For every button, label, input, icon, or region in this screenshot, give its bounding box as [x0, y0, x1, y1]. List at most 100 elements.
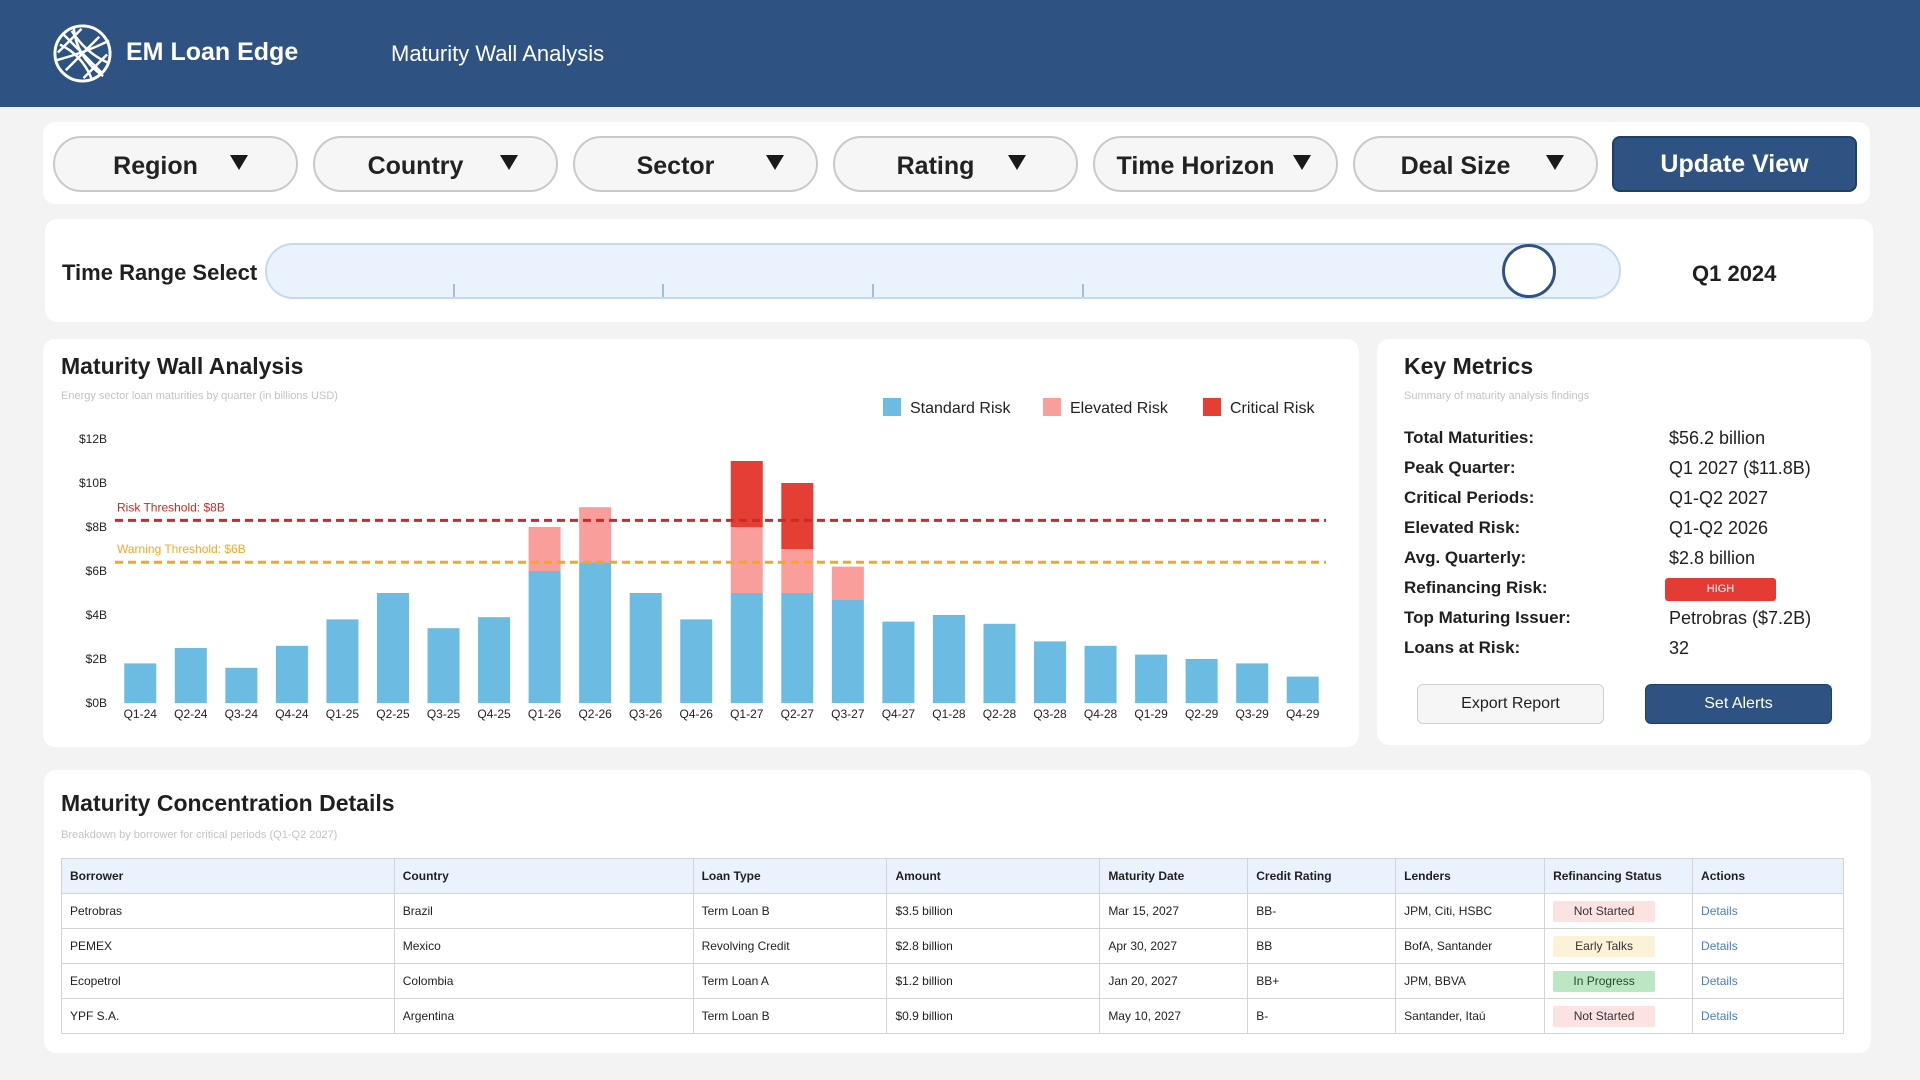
x-tick-label: Q1-25: [326, 707, 360, 721]
column-header[interactable]: Borrower: [61, 858, 395, 894]
cell-loan-type: Term Loan B: [692, 998, 888, 1034]
bar-standard-risk: [124, 663, 157, 703]
column-header[interactable]: Lenders: [1395, 858, 1546, 894]
legend-label: Standard Risk: [910, 400, 1011, 417]
column-header[interactable]: Credit Rating: [1247, 858, 1397, 894]
bar-standard-risk: [831, 599, 864, 703]
table-subtitle: Breakdown by borrower for critical perio…: [61, 829, 338, 841]
column-header[interactable]: Amount: [886, 858, 1101, 894]
x-tick-label: Q1-27: [730, 707, 764, 721]
metric-value: $56.2 billion: [1669, 428, 1766, 448]
threshold-label: Risk Threshold: $8B: [117, 500, 225, 514]
cell-maturity-date: May 10, 2027: [1099, 998, 1249, 1034]
cell-amount: $0.9 billion: [886, 998, 1101, 1034]
rating-dropdown-label: Rating: [896, 152, 975, 180]
region-dropdown[interactable]: Region: [53, 136, 298, 192]
x-tick-label: Q3-26: [629, 707, 663, 721]
bar-standard-risk: [882, 621, 915, 703]
bar-standard-risk: [932, 615, 965, 703]
column-header[interactable]: Refinancing Status: [1544, 858, 1694, 894]
x-tick-label: Q2-26: [578, 707, 612, 721]
chevron-down-icon: [766, 155, 784, 170]
cell-loan-type: Term Loan A: [692, 963, 888, 999]
x-tick-label: Q4-28: [1084, 707, 1118, 721]
y-tick-label: $2B: [86, 652, 107, 666]
bar-standard-risk: [1034, 641, 1067, 703]
status-badge: Early Talks: [1553, 935, 1656, 957]
slider-handle[interactable]: [1501, 244, 1556, 298]
chevron-down-icon: [230, 155, 248, 170]
chart-subtitle: Energy sector loan maturities by quarter…: [61, 390, 338, 402]
x-tick-label: Q1-28: [932, 707, 966, 721]
y-tick-label: $4B: [86, 608, 107, 622]
bar-standard-risk: [1135, 654, 1168, 703]
cell-borrower: Ecopetrol: [61, 963, 395, 999]
cell-status: In Progress: [1544, 963, 1694, 999]
bar-standard-risk: [1286, 676, 1319, 703]
cell-amount: $1.2 billion: [886, 963, 1101, 999]
country-dropdown[interactable]: Country: [313, 136, 558, 192]
region-dropdown-label: Region: [113, 152, 198, 180]
details-link[interactable]: Details: [1701, 1009, 1738, 1023]
slider-tick: [662, 284, 664, 297]
details-link[interactable]: Details: [1701, 974, 1738, 988]
cell-borrower: YPF S.A.: [61, 998, 395, 1034]
cell-actions: Details: [1692, 928, 1844, 964]
refinancing-risk-badge: HIGH: [1665, 578, 1776, 601]
globe-icon[interactable]: [52, 23, 113, 84]
rating-dropdown[interactable]: Rating: [833, 136, 1078, 192]
bar-critical-risk: [781, 483, 814, 549]
slider-tick: [1082, 284, 1084, 297]
metric-value: Q1-Q2 2026: [1669, 518, 1769, 538]
metric-value: Q1 2027 ($11.8B): [1669, 458, 1811, 478]
time-range-slider[interactable]: [265, 243, 1621, 299]
column-header[interactable]: Loan Type: [692, 858, 888, 894]
cell-borrower: Petrobras: [61, 893, 395, 929]
metric-label: Loans at Risk:: [1404, 638, 1521, 657]
chevron-down-icon: [500, 155, 518, 170]
details-link[interactable]: Details: [1701, 904, 1738, 918]
legend-swatch: [1043, 398, 1061, 416]
bar-elevated-risk: [528, 527, 561, 571]
cell-status: Early Talks: [1544, 928, 1694, 964]
bar-standard-risk: [427, 628, 460, 703]
cell-amount: $2.8 billion: [886, 928, 1101, 964]
bar-standard-risk: [326, 619, 359, 703]
maturity-chart: $0B $2B $4B $6B $8B $10B $12B Q1-24 Q2-24 Q3-24 Q4…: [79, 398, 1326, 721]
deal-size-dropdown-label: Deal Size: [1400, 152, 1511, 180]
x-tick-label: Q1-24: [124, 707, 158, 721]
time-range-label: Time Range Select: [62, 260, 258, 285]
export-report-button[interactable]: Export Report: [1417, 684, 1604, 724]
cell-amount: $3.5 billion: [886, 893, 1101, 929]
x-tick-label: Q4-24: [275, 707, 309, 721]
time-horizon-dropdown-label: Time Horizon: [1116, 152, 1275, 180]
metrics-subtitle: Summary of maturity analysis findings: [1404, 390, 1590, 402]
cell-actions: Details: [1692, 998, 1844, 1034]
column-header[interactable]: Maturity Date: [1099, 858, 1249, 894]
y-tick-label: $0B: [86, 696, 107, 710]
cell-country: Mexico: [393, 928, 694, 964]
bar-elevated-risk: [730, 527, 763, 593]
chevron-down-icon: [1293, 155, 1311, 170]
cell-actions: Details: [1692, 963, 1844, 999]
slider-tick: [872, 284, 874, 297]
column-header[interactable]: Country: [393, 858, 694, 894]
bar-standard-risk: [1185, 659, 1218, 703]
time-horizon-dropdown[interactable]: Time Horizon: [1093, 136, 1338, 192]
metric-label: Elevated Risk:: [1404, 518, 1521, 537]
column-header[interactable]: Actions: [1692, 858, 1844, 894]
deal-size-dropdown[interactable]: Deal Size: [1353, 136, 1598, 192]
set-alerts-button[interactable]: Set Alerts: [1645, 684, 1832, 724]
chart-title: Maturity Wall Analysis: [61, 353, 304, 379]
cell-lenders: Santander, Itaú: [1395, 998, 1546, 1034]
bar-critical-risk: [730, 461, 763, 527]
bar-standard-risk: [781, 593, 814, 703]
update-view-button[interactable]: Update View: [1612, 136, 1857, 192]
details-link[interactable]: Details: [1701, 939, 1738, 953]
sector-dropdown[interactable]: Sector: [573, 136, 818, 192]
table-row: Ecopetrol Colombia Term Loan A $1.2 bill…: [61, 963, 1844, 999]
slider-tick: [453, 284, 455, 297]
brand-name[interactable]: EM Loan Edge: [126, 38, 299, 66]
cell-lenders: JPM, Citi, HSBC: [1395, 893, 1546, 929]
app-header: EM Loan Edge Maturity Wall Analysis: [0, 0, 1920, 107]
